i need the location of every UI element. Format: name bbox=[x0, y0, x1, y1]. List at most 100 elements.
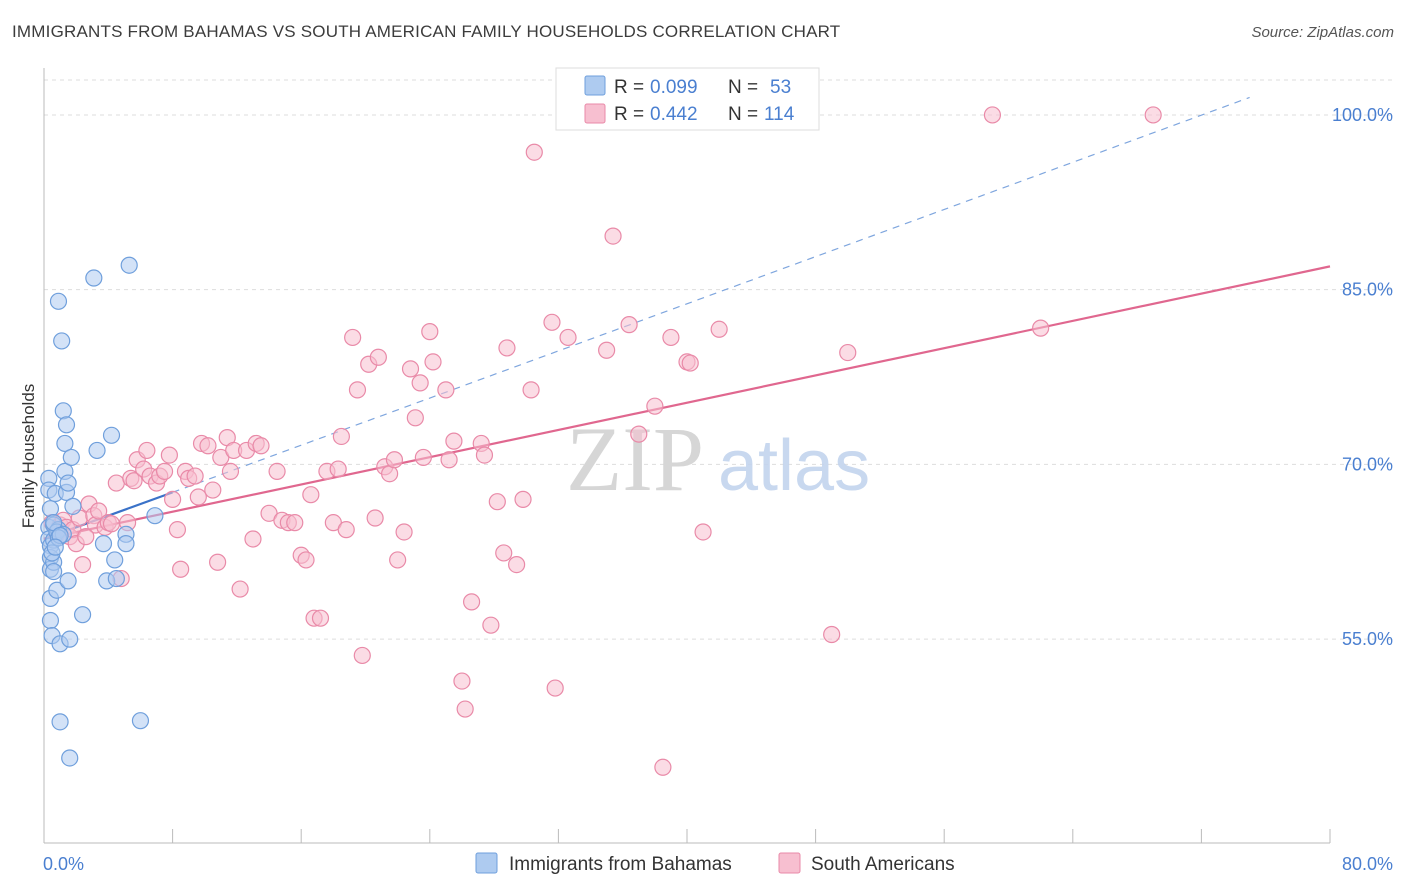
point-pink-114 bbox=[983, 106, 1002, 124]
legend-r-label-1: R = bbox=[614, 77, 649, 98]
point-pink-77 bbox=[406, 409, 424, 427]
point-pink-80 bbox=[421, 323, 439, 341]
point-pink-115 bbox=[1144, 106, 1162, 124]
point-pink-29 bbox=[160, 446, 178, 464]
point-blue-44 bbox=[131, 712, 150, 730]
y-tick-label-55: 55.0% bbox=[1342, 629, 1393, 649]
chart-title: IMMIGRANTS FROM BAHAMAS VS SOUTH AMERICA… bbox=[12, 22, 841, 41]
point-pink-90 bbox=[482, 616, 500, 634]
legend-n-value-1: 53 bbox=[770, 77, 791, 98]
point-pink-13 bbox=[90, 502, 108, 520]
point-blue-32 bbox=[64, 497, 82, 515]
point-blue-16 bbox=[48, 581, 66, 599]
point-pink-81 bbox=[424, 353, 442, 371]
series-legend: Immigrants from Bahamas South Americans bbox=[475, 852, 955, 875]
point-pink-69 bbox=[366, 509, 384, 527]
y-tick-label-85: 85.0% bbox=[1342, 280, 1393, 300]
legend-swatch-blue bbox=[584, 75, 606, 96]
point-blue-20 bbox=[51, 713, 69, 731]
point-blue-21 bbox=[53, 332, 71, 350]
point-blue-25 bbox=[57, 416, 76, 434]
trend-extension-blue bbox=[172, 96, 1250, 493]
point-pink-57 bbox=[302, 486, 320, 504]
point-pink-9 bbox=[73, 555, 92, 574]
point-pink-97 bbox=[525, 143, 543, 161]
point-pink-78 bbox=[411, 374, 429, 392]
point-blue-40 bbox=[107, 569, 125, 588]
point-pink-21 bbox=[125, 472, 143, 490]
y-tick-label-70: 70.0% bbox=[1342, 454, 1393, 474]
point-pink-91 bbox=[488, 493, 506, 511]
point-blue-45 bbox=[146, 507, 164, 525]
point-pink-66 bbox=[348, 381, 367, 399]
point-pink-82 bbox=[437, 381, 455, 399]
point-pink-83 bbox=[440, 451, 458, 469]
series-bahamas bbox=[40, 256, 164, 767]
point-pink-35 bbox=[186, 467, 204, 485]
bottom-legend-label-bahamas: Immigrants from Bahamas bbox=[509, 854, 732, 875]
x-tick-label-max: 80.0% bbox=[1342, 854, 1393, 874]
point-pink-40 bbox=[209, 553, 227, 571]
point-blue-35 bbox=[88, 441, 106, 460]
x-tick-label-min: 0.0% bbox=[43, 854, 84, 874]
point-blue-31 bbox=[62, 448, 80, 467]
watermark-atlas: atlas bbox=[718, 426, 870, 506]
point-pink-30 bbox=[164, 490, 182, 508]
point-pink-112 bbox=[839, 343, 857, 362]
point-pink-67 bbox=[353, 646, 371, 665]
point-pink-73 bbox=[385, 451, 404, 469]
bottom-legend-swatch-pink bbox=[778, 852, 801, 874]
point-pink-74 bbox=[389, 551, 407, 569]
legend-n-label-2: N = bbox=[728, 104, 763, 125]
point-pink-84 bbox=[445, 432, 463, 450]
legend-n-label-1: N = bbox=[728, 77, 763, 98]
trend-line-pink bbox=[43, 265, 1331, 541]
correlation-legend: R = 0.099 N = 53 R = 0.442 N = 114 bbox=[555, 67, 820, 131]
point-pink-99 bbox=[546, 679, 564, 697]
point-pink-109 bbox=[694, 523, 712, 541]
series-south-americans bbox=[43, 106, 1162, 776]
point-blue-36 bbox=[94, 535, 113, 553]
point-blue-17 bbox=[49, 292, 68, 310]
point-pink-59 bbox=[311, 609, 330, 627]
point-pink-104 bbox=[630, 425, 648, 443]
point-pink-98 bbox=[543, 313, 561, 331]
point-pink-92 bbox=[495, 544, 513, 562]
point-blue-34 bbox=[85, 269, 103, 287]
point-pink-103 bbox=[620, 316, 638, 334]
watermark-zip: ZIP bbox=[566, 408, 704, 510]
point-blue-9 bbox=[41, 611, 60, 630]
point-blue-14 bbox=[45, 562, 63, 581]
point-pink-94 bbox=[508, 555, 526, 574]
point-pink-70 bbox=[369, 348, 387, 366]
point-pink-39 bbox=[204, 481, 222, 499]
point-pink-106 bbox=[662, 328, 680, 347]
legend-swatch-pink bbox=[584, 103, 606, 124]
point-pink-102 bbox=[604, 227, 622, 245]
point-pink-62 bbox=[329, 460, 347, 478]
point-blue-2 bbox=[41, 500, 60, 518]
point-pink-64 bbox=[337, 521, 355, 539]
point-pink-93 bbox=[498, 339, 516, 357]
point-pink-65 bbox=[344, 328, 362, 347]
point-pink-43 bbox=[221, 462, 240, 481]
axes bbox=[43, 68, 1331, 844]
y-tick-labels: 55.0% 70.0% 85.0% 100.0% bbox=[1332, 105, 1393, 649]
point-pink-56 bbox=[297, 551, 315, 569]
point-pink-113 bbox=[1032, 319, 1050, 337]
bottom-legend-label-south-americans: South Americans bbox=[811, 854, 955, 875]
point-pink-86 bbox=[456, 700, 474, 718]
point-blue-52 bbox=[46, 538, 64, 556]
point-pink-101 bbox=[598, 341, 616, 359]
point-pink-105 bbox=[646, 397, 664, 415]
point-pink-24 bbox=[138, 441, 156, 460]
point-blue-23 bbox=[56, 434, 74, 453]
point-pink-116 bbox=[654, 758, 672, 776]
point-pink-36 bbox=[189, 488, 207, 506]
point-pink-100 bbox=[559, 328, 577, 347]
point-blue-27 bbox=[59, 474, 77, 492]
point-pink-16 bbox=[102, 515, 121, 533]
point-pink-31 bbox=[168, 521, 187, 539]
point-pink-96 bbox=[522, 381, 540, 399]
